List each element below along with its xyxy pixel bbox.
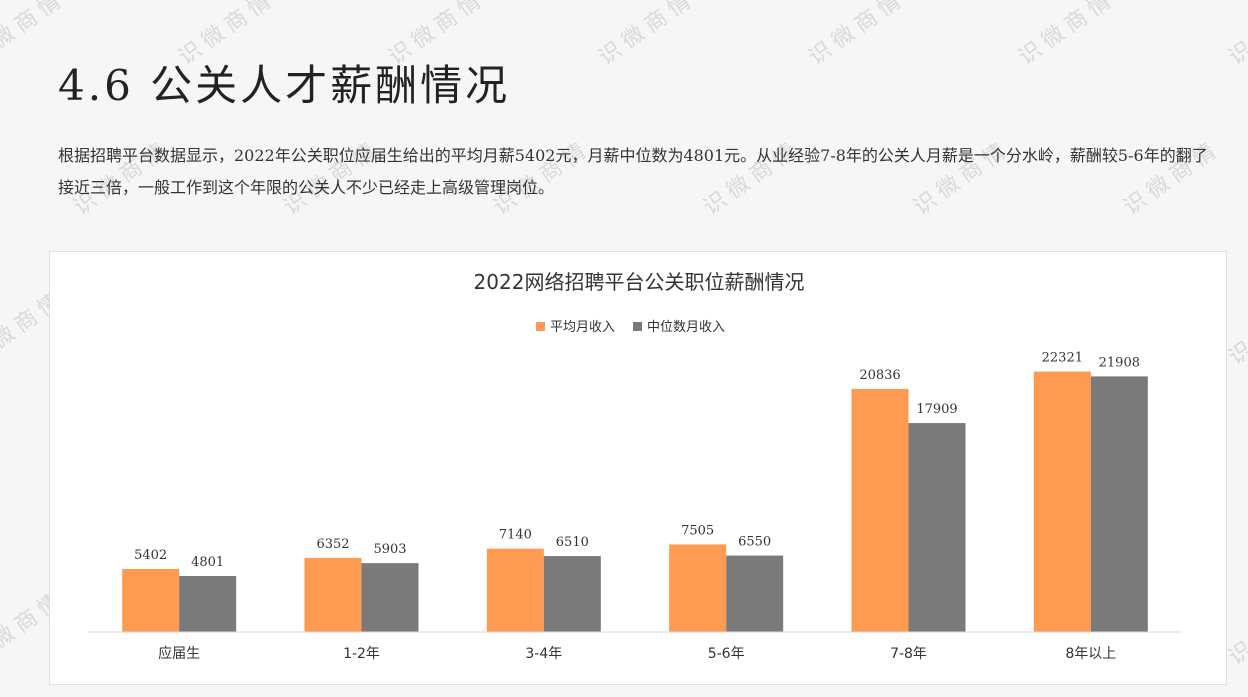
x-tick-label-2: 3-4年 <box>525 646 562 662</box>
data-label-median-4: 17909 <box>916 402 957 417</box>
data-label-avg-3: 7505 <box>681 523 714 538</box>
bar-median-4 <box>908 423 966 632</box>
bar-avg-3 <box>669 544 727 632</box>
x-tick-label-3: 5-6年 <box>708 646 745 662</box>
bar-avg-4 <box>851 388 909 632</box>
legend-label-median: 中位数月收入 <box>647 320 725 335</box>
data-label-avg-1: 6352 <box>316 537 349 552</box>
bar-avg-0 <box>122 568 180 632</box>
bar-avg-1 <box>304 557 362 632</box>
data-label-avg-2: 7140 <box>499 528 532 543</box>
bar-chart: 2022网络招聘平台公关职位薪酬情况 平均月收入 中位数月收入 5402 4801… <box>88 270 1182 662</box>
watermark-text: 识微商情 <box>1224 0 1248 71</box>
page-title: 4.6 公关人才薪酬情况 <box>58 61 511 110</box>
watermark-text: 识微商情 <box>594 0 701 71</box>
bar-avg-5 <box>1033 371 1091 632</box>
bar-median-0 <box>179 575 237 632</box>
x-tick-labels: 应届生 1-2年 3-4年 5-6年 7-8年 8年以上 <box>158 645 1116 662</box>
legend-swatch-avg <box>536 322 545 331</box>
data-label-avg-0: 5402 <box>134 548 167 563</box>
x-tick-label-4: 7-8年 <box>890 646 927 662</box>
bars-group: 5402 4801 6352 5903 7140 6510 7505 6550 20836 179… <box>122 351 1148 632</box>
legend-swatch-median <box>633 322 642 331</box>
x-tick-label-0: 应届生 <box>158 645 200 662</box>
data-label-median-3: 6550 <box>738 535 771 550</box>
data-label-median-2: 6510 <box>556 535 589 550</box>
bar-median-3 <box>726 555 784 632</box>
legend-label-avg: 平均月收入 <box>550 320 615 335</box>
bar-avg-2 <box>486 548 544 632</box>
chart-title: 2022网络招聘平台公关职位薪酬情况 <box>474 270 805 294</box>
watermark-text: 识微商情 <box>1014 0 1121 71</box>
x-tick-label-5: 8年以上 <box>1065 646 1116 662</box>
data-label-avg-5: 22321 <box>1042 351 1083 366</box>
bar-median-1 <box>361 563 419 632</box>
data-label-median-0: 4801 <box>191 555 224 570</box>
intro-paragraph: 根据招聘平台数据显示，2022年公关职位应届生给出的平均月薪5402元，月薪中位… <box>58 146 1208 197</box>
bar-median-5 <box>1090 376 1148 632</box>
chart-card: 2022网络招聘平台公关职位薪酬情况 平均月收入 中位数月收入 5402 4801… <box>49 251 1227 685</box>
data-label-median-5: 21908 <box>1099 355 1140 370</box>
x-tick-label-1: 1-2年 <box>343 646 380 662</box>
watermark-text: 识微商情 <box>804 0 911 71</box>
data-label-avg-4: 20836 <box>859 368 900 383</box>
data-label-median-1: 5903 <box>373 542 406 557</box>
bar-median-2 <box>543 556 601 632</box>
legend: 平均月收入 中位数月收入 <box>536 320 725 335</box>
